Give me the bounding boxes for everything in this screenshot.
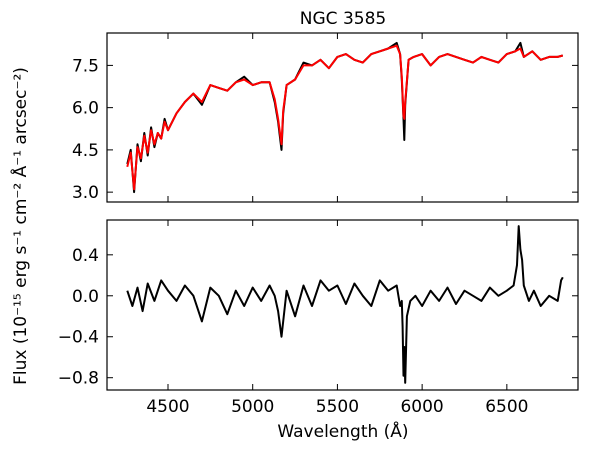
bottom-x-tick-label: 4500 (146, 397, 189, 417)
bottom-y-tick-label: 0.0 (72, 287, 99, 307)
bottom-x-ticks: 4500 5000 5500 6000 6500 (146, 220, 528, 417)
bottom-y-tick-label: −0.8 (58, 369, 99, 389)
y-axis-label: Flux (10⁻¹⁵ erg s⁻¹ cm⁻² Å⁻¹ arcsec⁻²) (9, 67, 31, 385)
top-y-tick-label: 3.0 (72, 183, 99, 203)
bottom-panel: −0.8 −0.4 0.0 0.4 4500 5000 5500 6000 6500 (58, 219, 579, 417)
bottom-y-tick-label: −0.4 (58, 328, 99, 348)
top-series-group (126, 41, 564, 194)
top-x-ticks (167, 33, 508, 202)
bottom-plot-frame (106, 219, 579, 391)
top-y-ticks: 3.0 4.5 6.0 7.5 (72, 56, 578, 203)
top-y-tick-label: 7.5 (72, 56, 99, 76)
bottom-x-tick-label: 5500 (316, 397, 359, 417)
bottom-x-tick-label: 6500 (485, 397, 528, 417)
top-plot-frame (106, 32, 579, 203)
top-y-tick-label: 6.0 (72, 99, 99, 119)
bottom-y-tick-label: 0.4 (72, 246, 99, 266)
top-panel: 3.0 4.5 6.0 7.5 (72, 32, 579, 203)
top-series-line-0 (126, 41, 564, 194)
bottom-y-ticks: −0.8 −0.4 0.0 0.4 (58, 246, 578, 389)
top-y-tick-label: 4.5 (72, 141, 99, 161)
top-series-line-1 (126, 44, 564, 191)
bottom-x-tick-label: 6000 (400, 397, 443, 417)
chart-title: NGC 3585 (300, 9, 386, 29)
bottom-x-tick-label: 5000 (231, 397, 274, 417)
bottom-series-line-0 (126, 225, 564, 384)
x-axis-label: Wavelength (Å) (277, 420, 408, 442)
bottom-series-group (126, 225, 564, 384)
